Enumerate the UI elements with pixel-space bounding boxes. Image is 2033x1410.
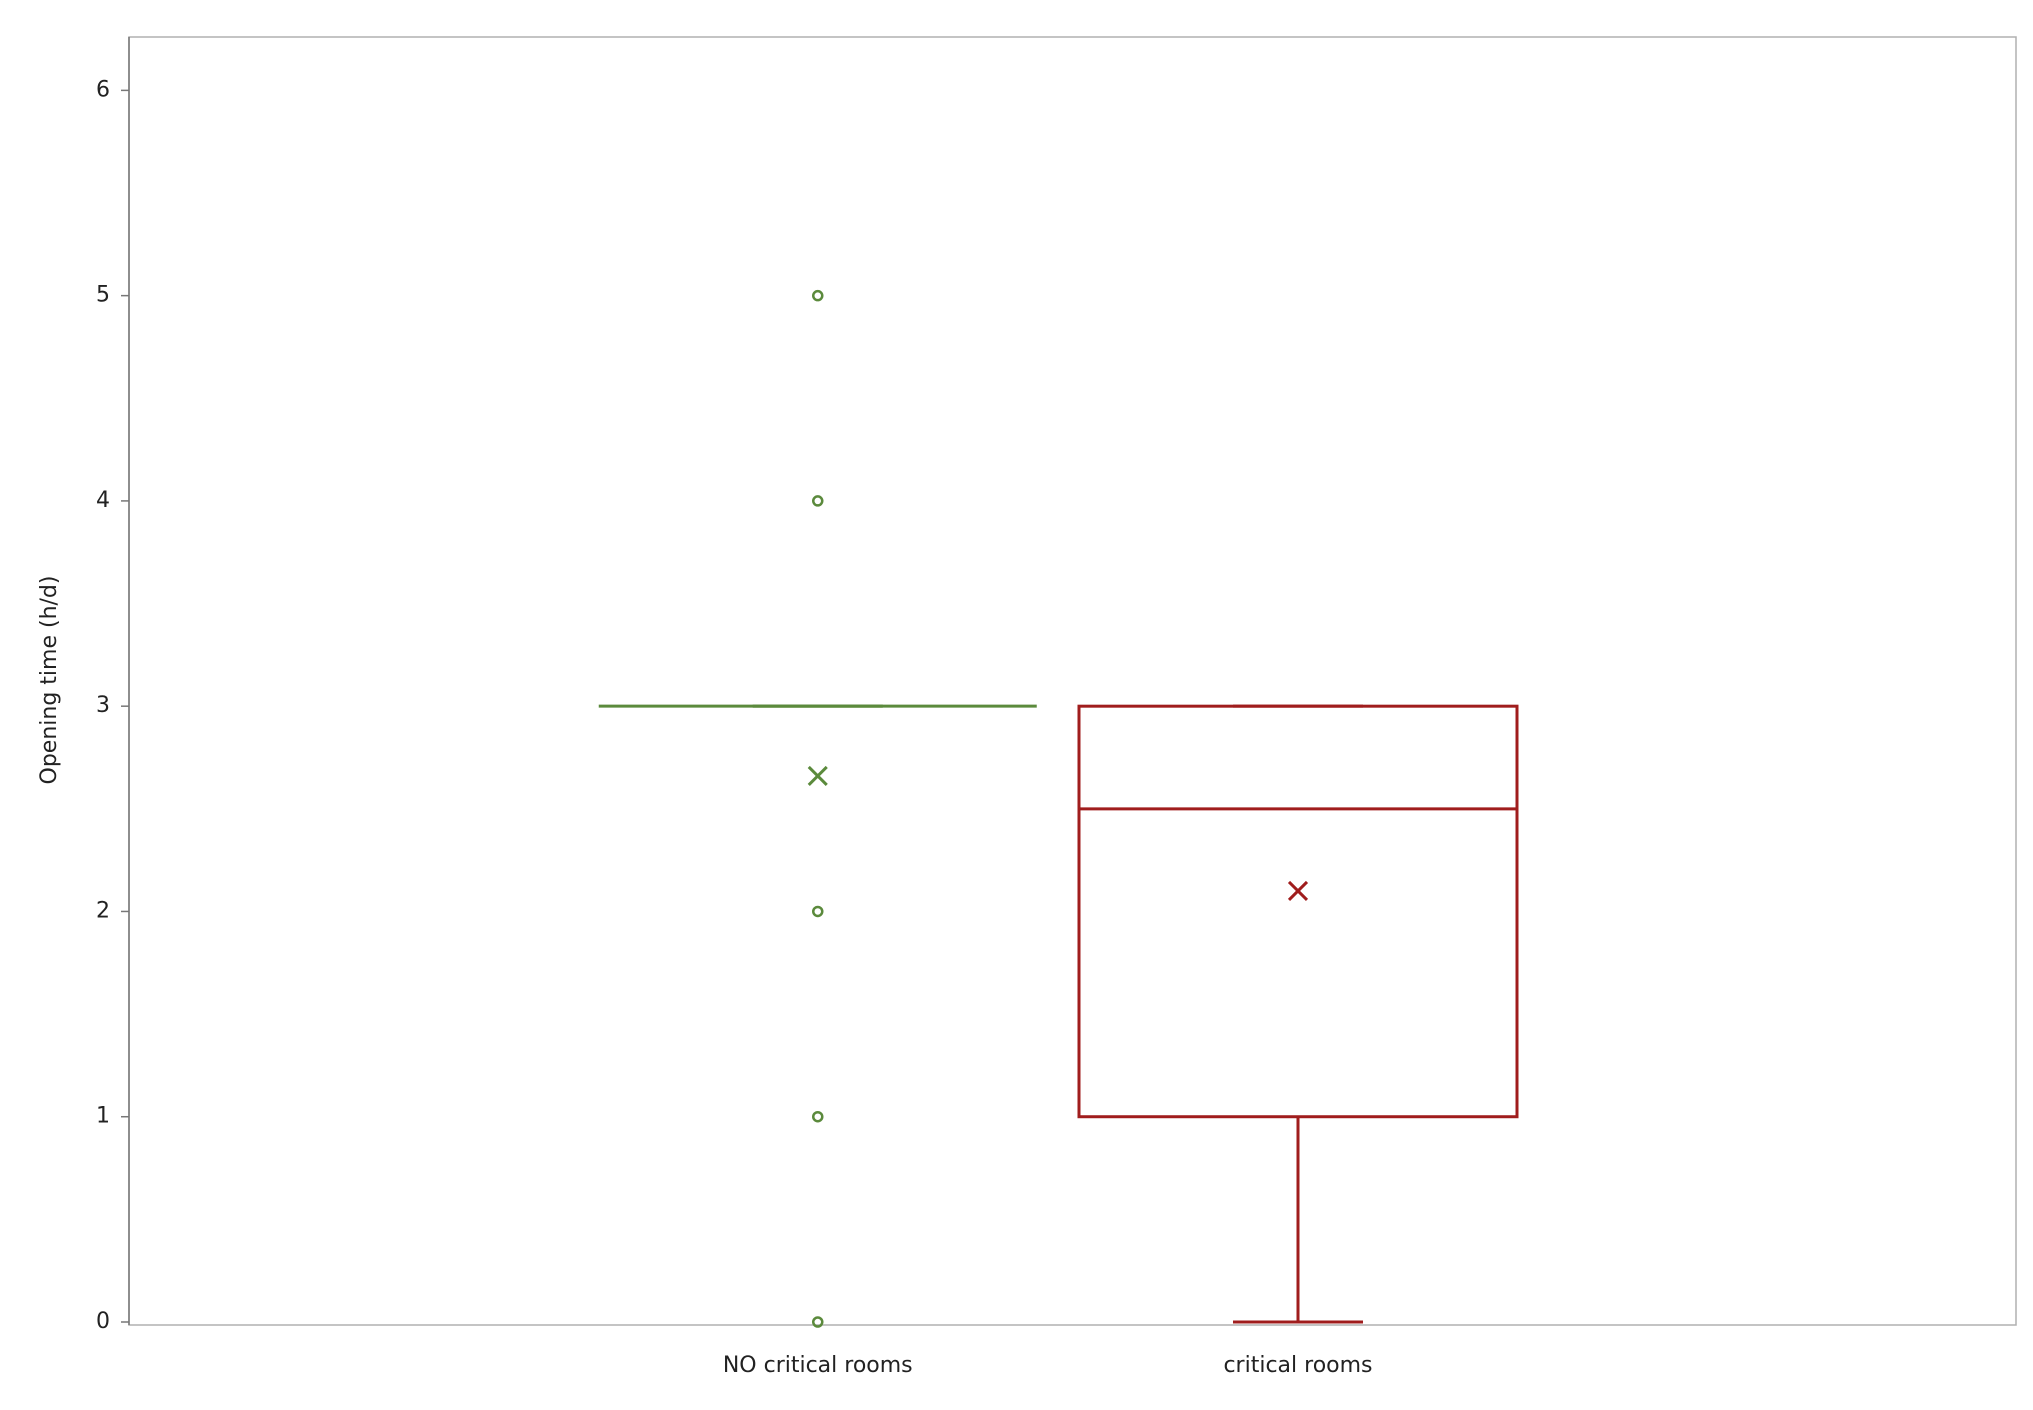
y-tick-label: 6 bbox=[96, 77, 110, 102]
plot-area bbox=[128, 36, 2017, 1326]
y-tick-label: 0 bbox=[96, 1309, 110, 1334]
outlier bbox=[812, 495, 824, 507]
y-tick-label: 4 bbox=[96, 488, 110, 513]
y-axis-label: Opening time (h/d) bbox=[37, 576, 62, 785]
outlier bbox=[812, 1316, 824, 1328]
y-tick-label: 3 bbox=[96, 693, 110, 718]
outlier bbox=[812, 905, 824, 918]
box bbox=[1077, 704, 1519, 1119]
x-tick-label: NO critical rooms bbox=[723, 1353, 913, 1378]
y-tick-label: 1 bbox=[96, 1104, 110, 1129]
outlier bbox=[812, 1110, 824, 1123]
outlier bbox=[812, 289, 824, 302]
y-tick-label: 2 bbox=[96, 898, 110, 923]
mean-marker bbox=[807, 765, 828, 787]
mean-marker bbox=[1287, 880, 1309, 901]
x-tick-label: critical rooms bbox=[1223, 1353, 1372, 1378]
y-tick-label: 5 bbox=[96, 283, 110, 308]
